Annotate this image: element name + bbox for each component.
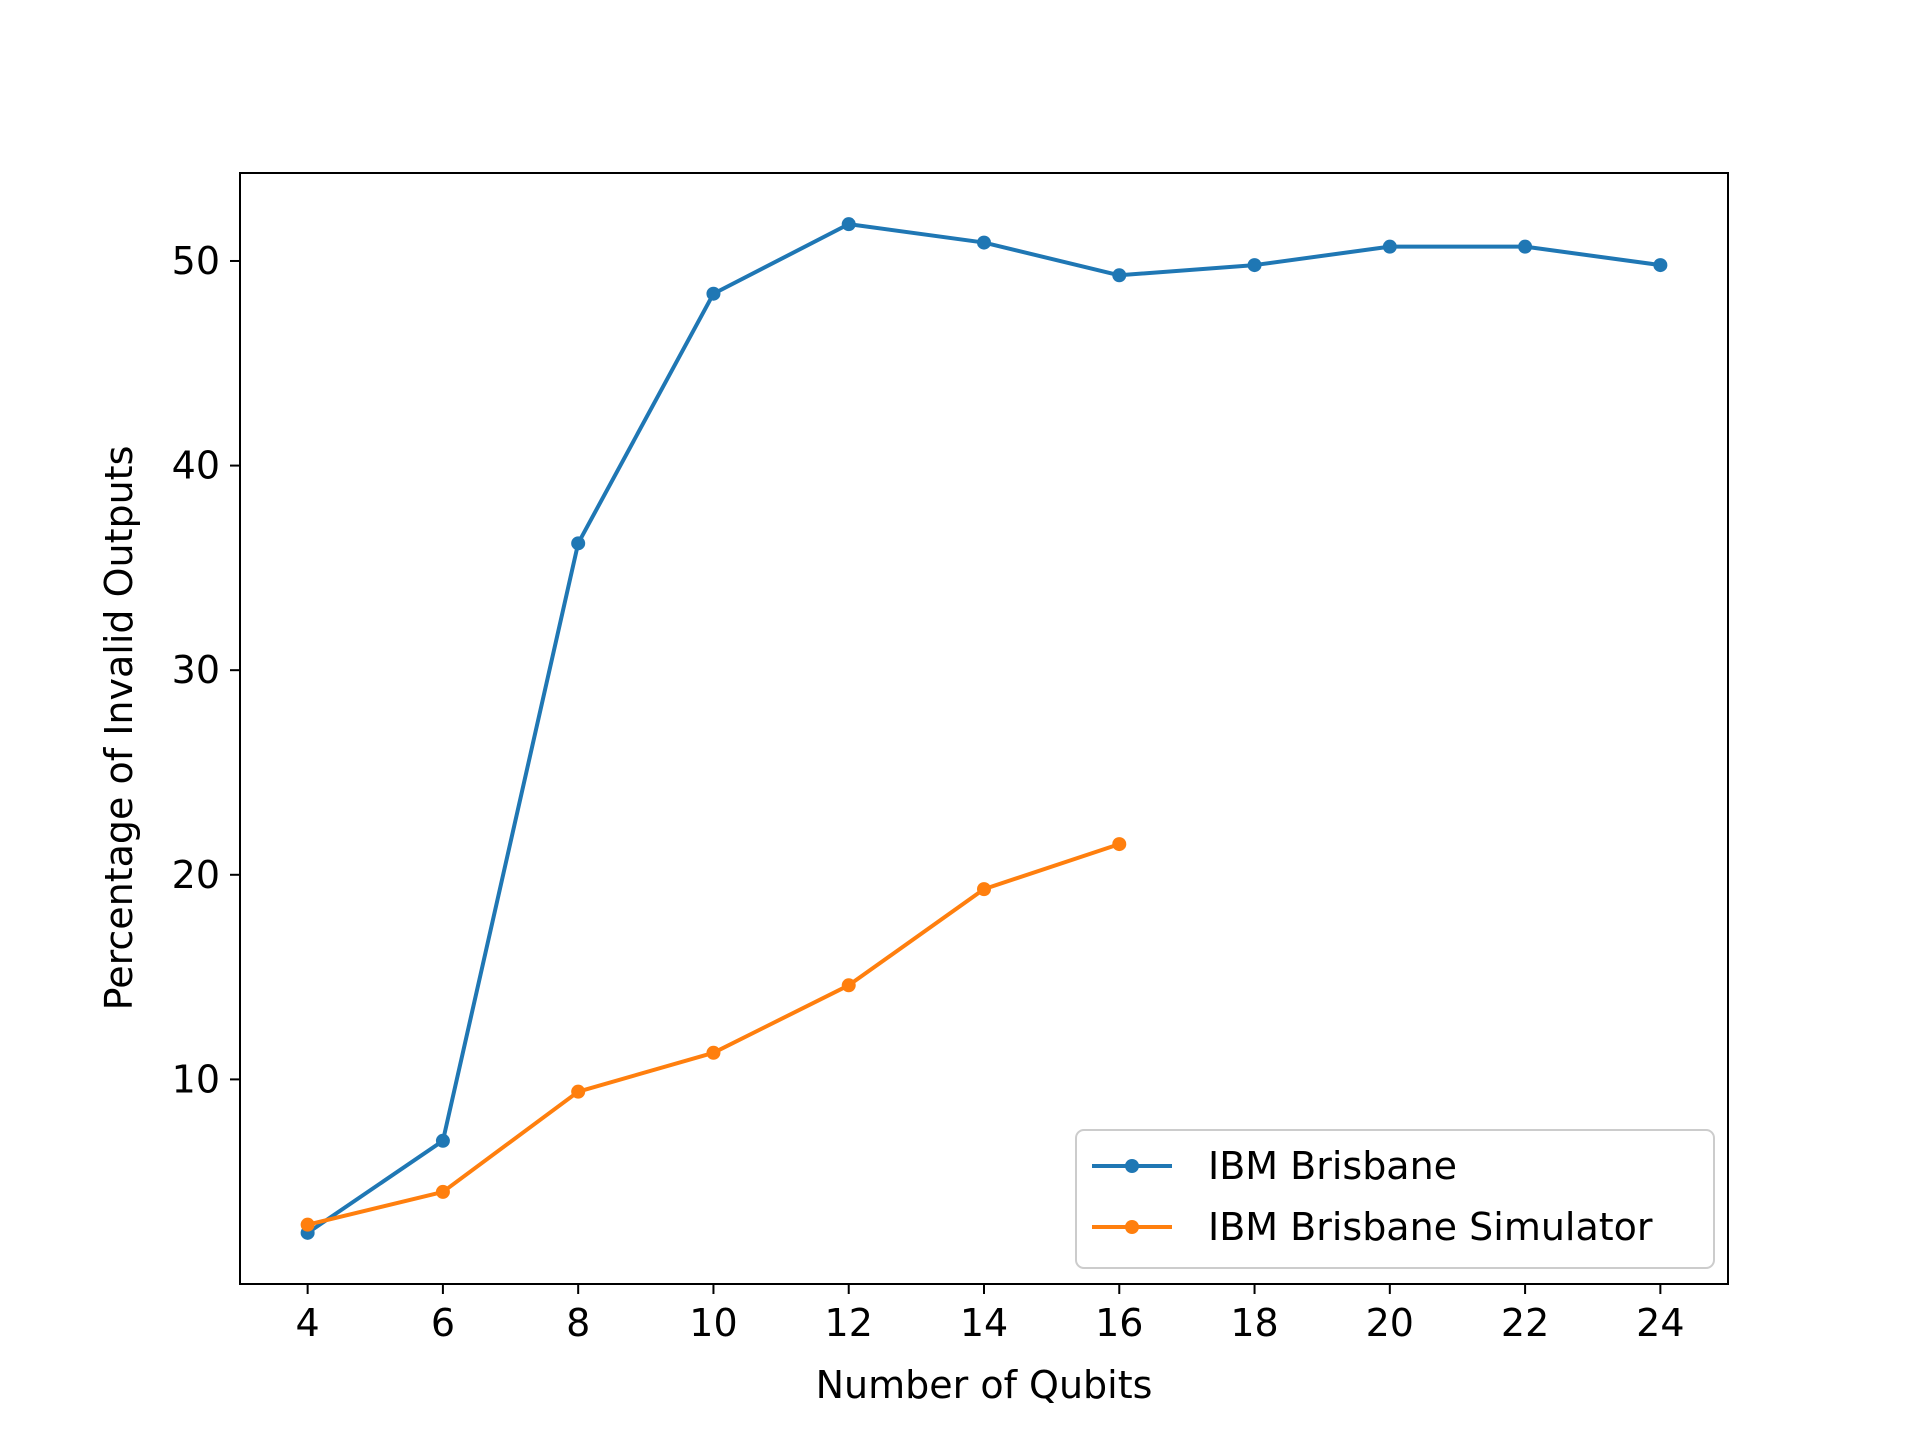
data-point: [1653, 258, 1668, 273]
data-point: [1112, 268, 1127, 283]
data-point: [706, 1045, 721, 1060]
legend-label: IBM Brisbane: [1208, 1144, 1457, 1188]
x-tick-label: 20: [1366, 1301, 1414, 1345]
x-tick-label: 22: [1501, 1301, 1549, 1345]
data-point: [841, 978, 856, 993]
legend-marker: [1125, 1159, 1139, 1173]
legend-marker: [1125, 1220, 1139, 1234]
legend-label: IBM Brisbane Simulator: [1208, 1205, 1653, 1249]
data-point: [1112, 837, 1127, 852]
data-point: [1518, 239, 1533, 254]
data-point: [435, 1133, 450, 1148]
x-tick-label: 18: [1230, 1301, 1278, 1345]
data-point: [977, 882, 991, 897]
data-point: [1247, 258, 1262, 273]
x-tick-label: 12: [825, 1301, 873, 1345]
data-point: [435, 1184, 450, 1199]
x-axis-ticks: 4 6 8 10 12 14 16 18 20 22 24: [296, 1284, 1685, 1345]
y-tick-label: 50: [172, 239, 220, 283]
y-axis-label: Percentage of Invalid Outputs: [97, 446, 141, 1011]
x-tick-label: 24: [1636, 1301, 1684, 1345]
x-tick-label: 4: [296, 1301, 320, 1345]
x-axis-label: Number of Qubits: [816, 1363, 1153, 1407]
series-layer: [300, 217, 1668, 1240]
data-point: [571, 536, 586, 551]
y-tick-label: 40: [172, 444, 220, 488]
legend: IBM Brisbane IBM Brisbane Simulator: [1075, 1129, 1715, 1269]
y-axis-ticks: 10 20 30 40 50: [172, 239, 240, 1101]
y-tick-label: 30: [172, 648, 220, 692]
y-tick-label: 20: [172, 853, 220, 897]
data-point: [977, 235, 991, 250]
x-tick-label: 6: [431, 1301, 455, 1345]
x-tick-label: 14: [960, 1301, 1008, 1345]
data-point: [571, 1084, 586, 1099]
legend-box: [1075, 1129, 1715, 1269]
data-point: [706, 286, 721, 301]
y-tick-label: 10: [172, 1057, 220, 1101]
data-point: [300, 1217, 315, 1232]
series-2: [300, 837, 1127, 1232]
x-tick-label: 8: [566, 1301, 590, 1345]
x-tick-label: 16: [1095, 1301, 1143, 1345]
data-point: [841, 217, 856, 232]
x-tick-label: 10: [689, 1301, 737, 1345]
series-1: [300, 217, 1668, 1240]
data-point: [1382, 239, 1397, 254]
